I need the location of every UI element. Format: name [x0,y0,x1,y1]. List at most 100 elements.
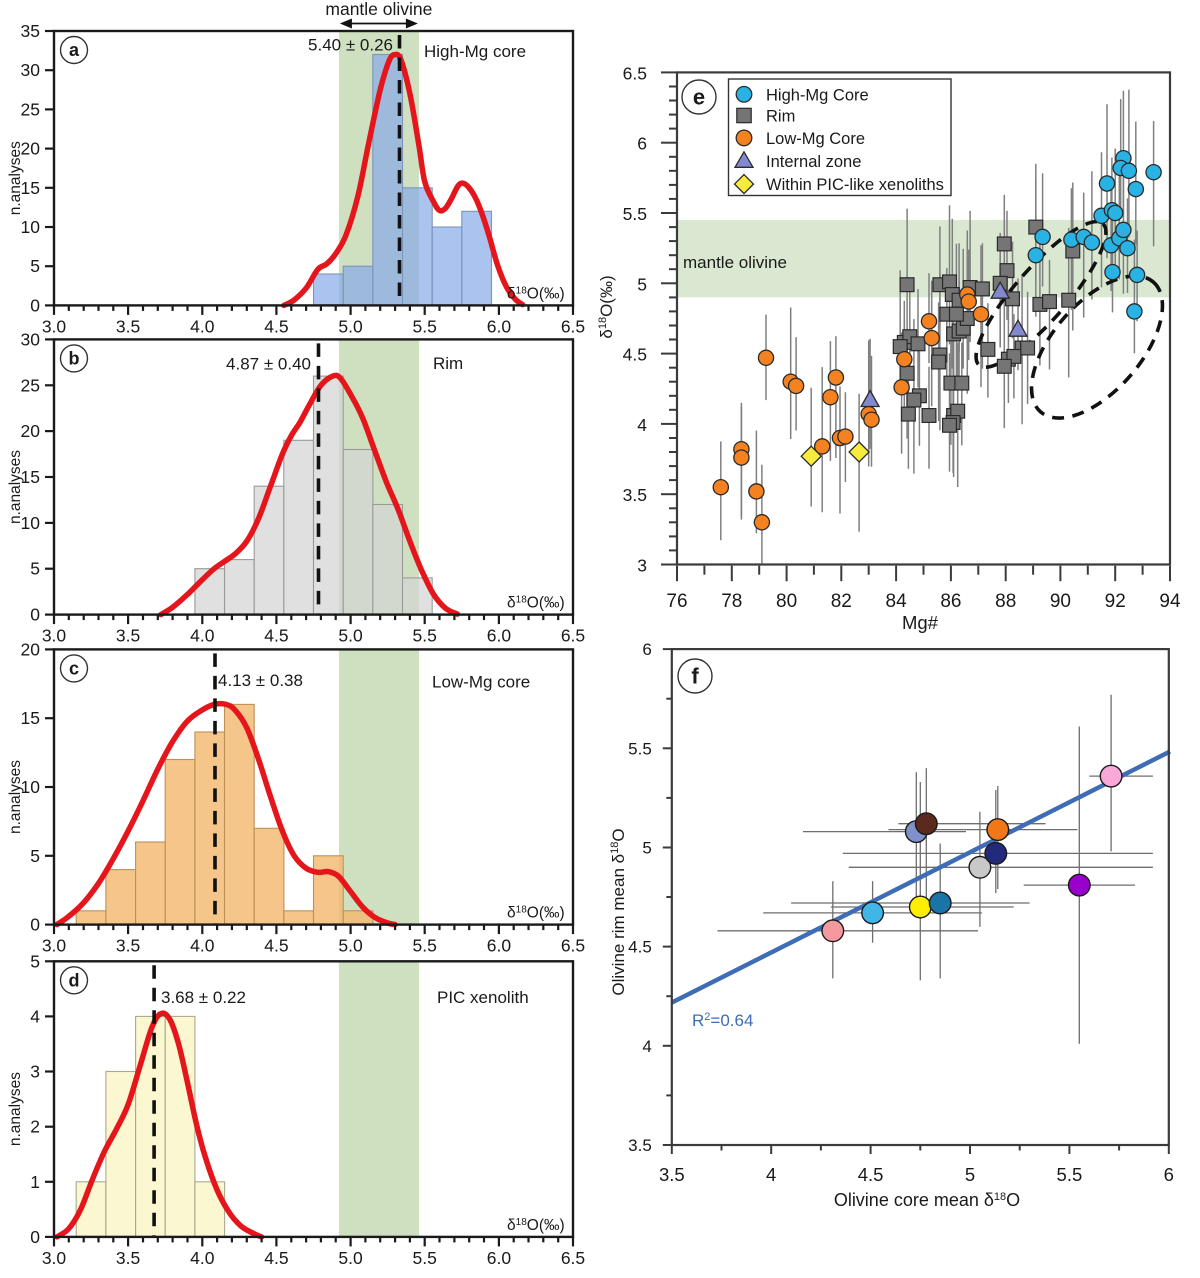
svg-text:4: 4 [766,1164,776,1185]
svg-text:Low-Mg core: Low-Mg core [432,673,530,692]
svg-text:High-Mg core: High-Mg core [424,42,526,61]
svg-text:3.5: 3.5 [623,485,647,505]
svg-text:5: 5 [30,846,40,866]
svg-text:6.5: 6.5 [561,1248,585,1268]
svg-text:6.0: 6.0 [487,1248,512,1268]
svg-text:3.0: 3.0 [42,936,67,956]
svg-text:3: 3 [637,556,647,576]
svg-text:6: 6 [642,640,651,659]
svg-text:e: e [693,85,705,110]
svg-text:1: 1 [30,1172,40,1192]
svg-text:mantle olivine: mantle olivine [325,0,432,19]
svg-text:3.68 ± 0.22: 3.68 ± 0.22 [161,988,246,1007]
svg-text:n.analyses: n.analyses [7,450,24,524]
svg-text:5: 5 [965,1164,975,1185]
svg-text:4.5: 4.5 [628,938,652,957]
svg-text:R2=0.64: R2=0.64 [692,1011,753,1030]
svg-text:35: 35 [21,21,40,41]
svg-text:Olivine rim mean δ18O: Olivine rim mean δ18O [609,828,628,995]
svg-text:84: 84 [886,591,908,612]
svg-text:4: 4 [637,415,647,435]
svg-text:4: 4 [642,1037,651,1056]
svg-text:15: 15 [21,708,40,728]
svg-text:20: 20 [21,139,41,159]
svg-text:d: d [69,970,80,990]
svg-text:c: c [69,658,79,678]
svg-text:a: a [69,40,80,60]
svg-text:6.0: 6.0 [487,316,512,336]
svg-text:3.0: 3.0 [42,1248,67,1268]
svg-text:5.5: 5.5 [413,936,437,956]
svg-text:88: 88 [995,591,1016,612]
svg-text:6.0: 6.0 [487,626,512,646]
svg-text:PIC xenolith: PIC xenolith [437,988,529,1007]
svg-text:5.5: 5.5 [628,739,652,758]
svg-text:4.0: 4.0 [190,1248,215,1268]
svg-text:5.0: 5.0 [338,626,363,646]
svg-text:Low-Mg Core: Low-Mg Core [766,130,865,148]
svg-text:5.0: 5.0 [338,1248,363,1268]
svg-text:4.5: 4.5 [623,345,647,365]
svg-text:94: 94 [1159,591,1181,612]
svg-text:15: 15 [21,467,40,487]
svg-text:4.87 ± 0.40: 4.87 ± 0.40 [226,355,311,374]
svg-text:n.analyses: n.analyses [7,760,24,834]
svg-text:4: 4 [30,1006,40,1026]
svg-text:5: 5 [30,951,40,971]
svg-text:5.5: 5.5 [413,316,437,336]
svg-text:15: 15 [21,178,40,198]
svg-text:5.0: 5.0 [338,936,363,956]
svg-text:5: 5 [30,256,40,276]
svg-text:82: 82 [831,591,852,612]
svg-text:78: 78 [721,591,742,612]
svg-text:25: 25 [21,99,40,119]
svg-text:30: 30 [21,60,41,80]
svg-text:0: 0 [30,1227,40,1247]
svg-text:Rim: Rim [433,354,463,373]
svg-text:6.5: 6.5 [561,626,585,646]
svg-text:92: 92 [1105,591,1126,612]
svg-text:30: 30 [21,329,41,349]
svg-text:10: 10 [21,513,41,533]
svg-text:Within PIC-like xenoliths: Within PIC-like xenoliths [766,176,944,194]
svg-text:3: 3 [30,1062,40,1082]
svg-text:4.0: 4.0 [190,626,215,646]
svg-text:10: 10 [21,217,41,237]
svg-text:3.5: 3.5 [116,1248,140,1268]
svg-text:5.5: 5.5 [413,626,437,646]
svg-text:90: 90 [1050,591,1071,612]
svg-text:3.5: 3.5 [116,626,140,646]
svg-text:0: 0 [30,605,40,625]
svg-text:5.5: 5.5 [413,1248,437,1268]
svg-text:4.0: 4.0 [190,936,215,956]
svg-text:3.0: 3.0 [42,626,67,646]
svg-text:4.5: 4.5 [858,1164,884,1185]
svg-text:3.0: 3.0 [42,316,67,336]
svg-text:80: 80 [776,591,797,612]
svg-text:3.5: 3.5 [659,1164,685,1185]
svg-text:4.5: 4.5 [264,316,288,336]
svg-text:6.5: 6.5 [623,63,647,83]
svg-text:86: 86 [940,591,961,612]
svg-text:0: 0 [30,915,40,935]
svg-text:5.0: 5.0 [338,316,363,336]
svg-text:20: 20 [21,639,41,659]
svg-text:4.0: 4.0 [190,316,215,336]
svg-text:Olivine core mean δ18O: Olivine core mean δ18O [834,1190,1020,1210]
svg-text:3.5: 3.5 [628,1136,652,1155]
svg-text:5.5: 5.5 [1057,1164,1083,1185]
svg-text:5: 5 [642,839,651,858]
svg-text:Internal zone: Internal zone [766,153,861,171]
svg-text:5.5: 5.5 [623,204,647,224]
svg-text:76: 76 [666,591,687,612]
svg-text:6.0: 6.0 [487,936,512,956]
svg-text:4.5: 4.5 [264,936,288,956]
svg-text:20: 20 [21,421,41,441]
svg-text:5.40 ± 0.26: 5.40 ± 0.26 [308,36,393,55]
svg-text:4.13 ± 0.38: 4.13 ± 0.38 [218,671,303,690]
svg-text:Rim: Rim [766,108,795,126]
svg-text:3.5: 3.5 [116,316,140,336]
svg-text:4.5: 4.5 [264,626,288,646]
svg-text:10: 10 [21,777,41,797]
svg-text:5: 5 [30,559,40,579]
